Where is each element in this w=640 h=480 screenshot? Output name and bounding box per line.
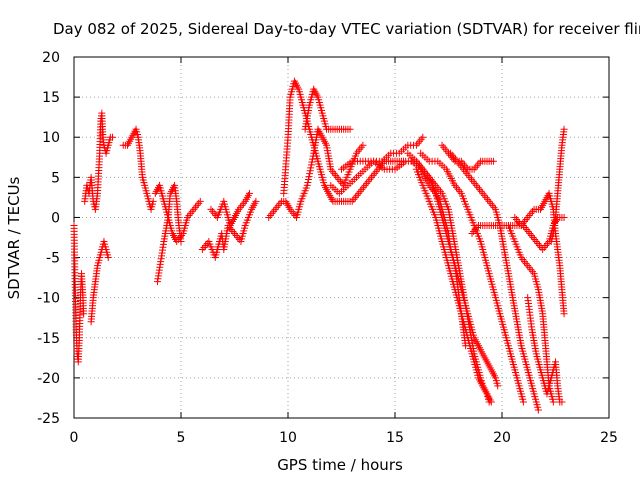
data-point — [307, 164, 315, 172]
series-arc-11 — [301, 85, 354, 133]
data-point — [308, 158, 316, 166]
y-tick-label: -15 — [37, 331, 60, 347]
series-arc-5 — [153, 181, 185, 286]
data-point — [346, 125, 354, 133]
y-tick-label: 10 — [42, 130, 60, 146]
x-tick-label: 0 — [70, 430, 79, 446]
data-point — [304, 176, 312, 184]
data-point — [305, 173, 313, 181]
chart-title: Day 082 of 2025, Sidereal Day-to-day VTE… — [53, 20, 640, 38]
series-arc-3 — [87, 238, 112, 326]
plot-frame — [73, 56, 610, 419]
data-point — [80, 310, 88, 318]
y-tick-label: -25 — [37, 411, 60, 427]
data-point — [549, 398, 557, 406]
data-point — [560, 125, 568, 133]
axis-ticks: 0 5 10 15 20 25 -25 -20 -15 -10 -5 0 5 10 15 20 — [37, 50, 618, 446]
x-tick-label: 10 — [279, 430, 297, 446]
data-point — [252, 197, 260, 205]
series-arc-22 — [524, 294, 566, 406]
series-arc-9 — [265, 125, 367, 221]
y-tick-label: 15 — [42, 90, 60, 106]
y-tick-label: 5 — [51, 170, 60, 186]
series-arc-4 — [119, 125, 157, 213]
data-point — [560, 213, 568, 221]
series-arc-24 — [547, 125, 568, 246]
grid-lines — [74, 57, 609, 418]
data-point — [558, 398, 566, 406]
series-arc-17 — [417, 149, 527, 406]
series-arc-18 — [447, 149, 542, 414]
series-arc-12 — [327, 133, 427, 197]
data-point — [304, 178, 312, 186]
data-point — [109, 133, 117, 141]
y-tick-label: -10 — [37, 291, 60, 307]
y-tick-label: -5 — [46, 251, 60, 267]
y-tick-label: 20 — [42, 50, 60, 66]
data-point — [534, 406, 542, 414]
data-point — [196, 197, 204, 205]
data-point — [419, 133, 427, 141]
series-arc-1 — [70, 221, 88, 366]
y-axis-title: SDTVAR / TECUs — [5, 176, 23, 299]
data-point — [307, 161, 315, 169]
series-arc-2 — [81, 109, 117, 213]
data-point — [149, 197, 157, 205]
series-arc-19 — [438, 141, 497, 173]
data-point — [489, 157, 497, 165]
y-tick-label: -20 — [37, 371, 60, 387]
x-tick-label: 20 — [493, 430, 511, 446]
series-arc-7 — [198, 197, 260, 262]
x-tick-label: 25 — [600, 430, 618, 446]
data-point — [306, 170, 314, 178]
x-tick-label: 5 — [177, 430, 186, 446]
data-point — [560, 310, 568, 318]
data-point — [104, 254, 112, 262]
data-point — [245, 189, 253, 197]
data-point — [359, 141, 367, 149]
series-arc-13 — [338, 157, 495, 406]
data-point — [494, 382, 502, 390]
data-point — [303, 181, 311, 189]
series-arc-20 — [468, 213, 568, 254]
series-arc-6 — [151, 181, 204, 246]
x-axis-title: GPS time / hours — [277, 456, 403, 474]
y-tick-label: 0 — [51, 210, 60, 226]
data-point — [485, 398, 493, 406]
series-arc-16 — [412, 165, 493, 406]
data-point — [306, 167, 314, 175]
data-points — [70, 77, 568, 414]
x-tick-label: 15 — [386, 430, 404, 446]
series-arc-8 — [207, 189, 253, 229]
data-point — [519, 398, 527, 406]
